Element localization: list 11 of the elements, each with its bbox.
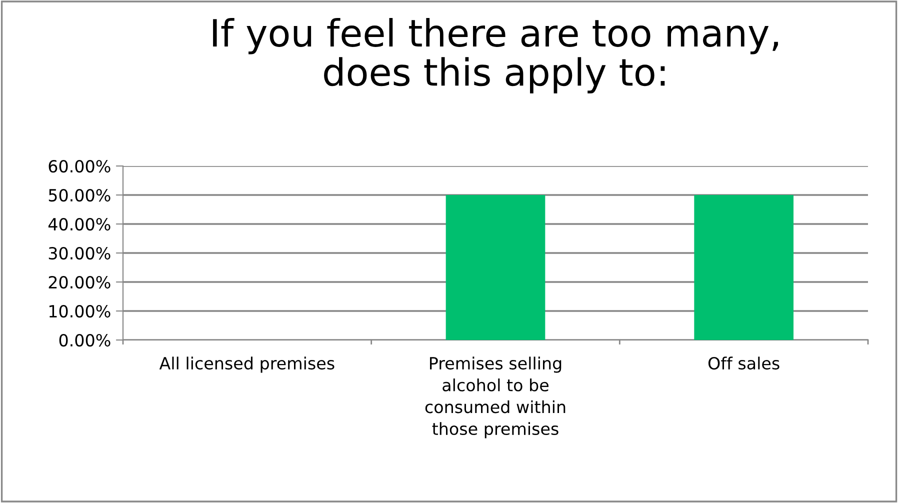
x-tick-label: Off sales bbox=[708, 356, 780, 370]
y-tick-label: 30.00% bbox=[48, 246, 110, 260]
x-tick-label: Premises selling alcohol to be consumed within those premises bbox=[425, 356, 566, 438]
y-tick-label: 20.00% bbox=[48, 276, 110, 289]
y-tick-label: 10.00% bbox=[49, 304, 110, 318]
y-tick-label: 50.00% bbox=[48, 188, 110, 202]
y-tick-label: 0.00% bbox=[59, 334, 110, 347]
x-tick-label: All licensed premises bbox=[159, 356, 334, 373]
chart-title: If you feel there are too many, does this apply to: bbox=[213, 18, 778, 94]
y-tick-label: 60.00% bbox=[48, 160, 110, 173]
y-tick-label: 40.00% bbox=[48, 218, 110, 231]
